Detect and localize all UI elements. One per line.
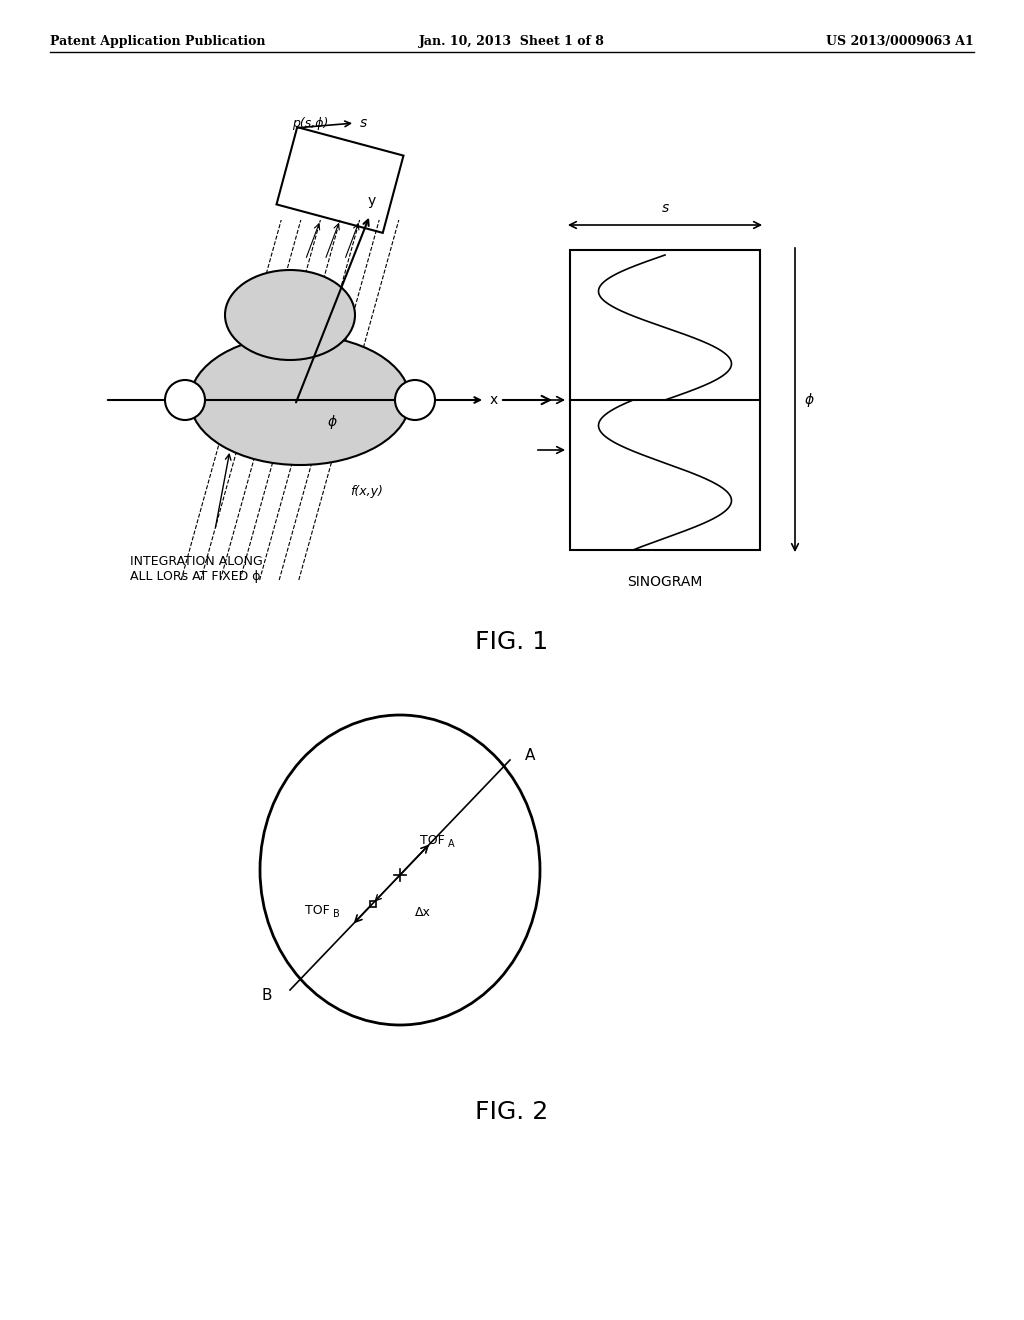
Text: TOF: TOF xyxy=(420,833,444,846)
Bar xyxy=(370,900,376,907)
Text: A: A xyxy=(449,840,455,849)
Ellipse shape xyxy=(225,271,355,360)
Text: A: A xyxy=(525,747,536,763)
Bar xyxy=(570,249,760,550)
Text: INTEGRATION ALONG
ALL LORs AT FIXED ϕ: INTEGRATION ALONG ALL LORs AT FIXED ϕ xyxy=(130,554,263,583)
Text: B: B xyxy=(333,909,340,919)
Text: p(s,ϕ): p(s,ϕ) xyxy=(292,117,328,129)
Text: US 2013/0009063 A1: US 2013/0009063 A1 xyxy=(826,36,974,48)
Text: f(x,y): f(x,y) xyxy=(350,484,383,498)
Ellipse shape xyxy=(190,335,410,465)
Ellipse shape xyxy=(395,380,435,420)
Text: Jan. 10, 2013  Sheet 1 of 8: Jan. 10, 2013 Sheet 1 of 8 xyxy=(419,36,605,48)
Text: FIG. 2: FIG. 2 xyxy=(475,1100,549,1125)
Text: TOF: TOF xyxy=(305,903,330,916)
Text: y: y xyxy=(368,194,376,209)
Text: SINOGRAM: SINOGRAM xyxy=(628,576,702,589)
Ellipse shape xyxy=(165,380,205,420)
Text: s: s xyxy=(662,201,669,215)
Text: s: s xyxy=(360,116,368,129)
Text: x: x xyxy=(490,393,499,407)
Text: Δx: Δx xyxy=(415,907,431,920)
Text: B: B xyxy=(261,987,272,1002)
Text: Patent Application Publication: Patent Application Publication xyxy=(50,36,265,48)
Text: FIG. 1: FIG. 1 xyxy=(475,630,549,653)
Text: ϕ: ϕ xyxy=(328,414,337,429)
Text: ϕ: ϕ xyxy=(805,393,814,407)
